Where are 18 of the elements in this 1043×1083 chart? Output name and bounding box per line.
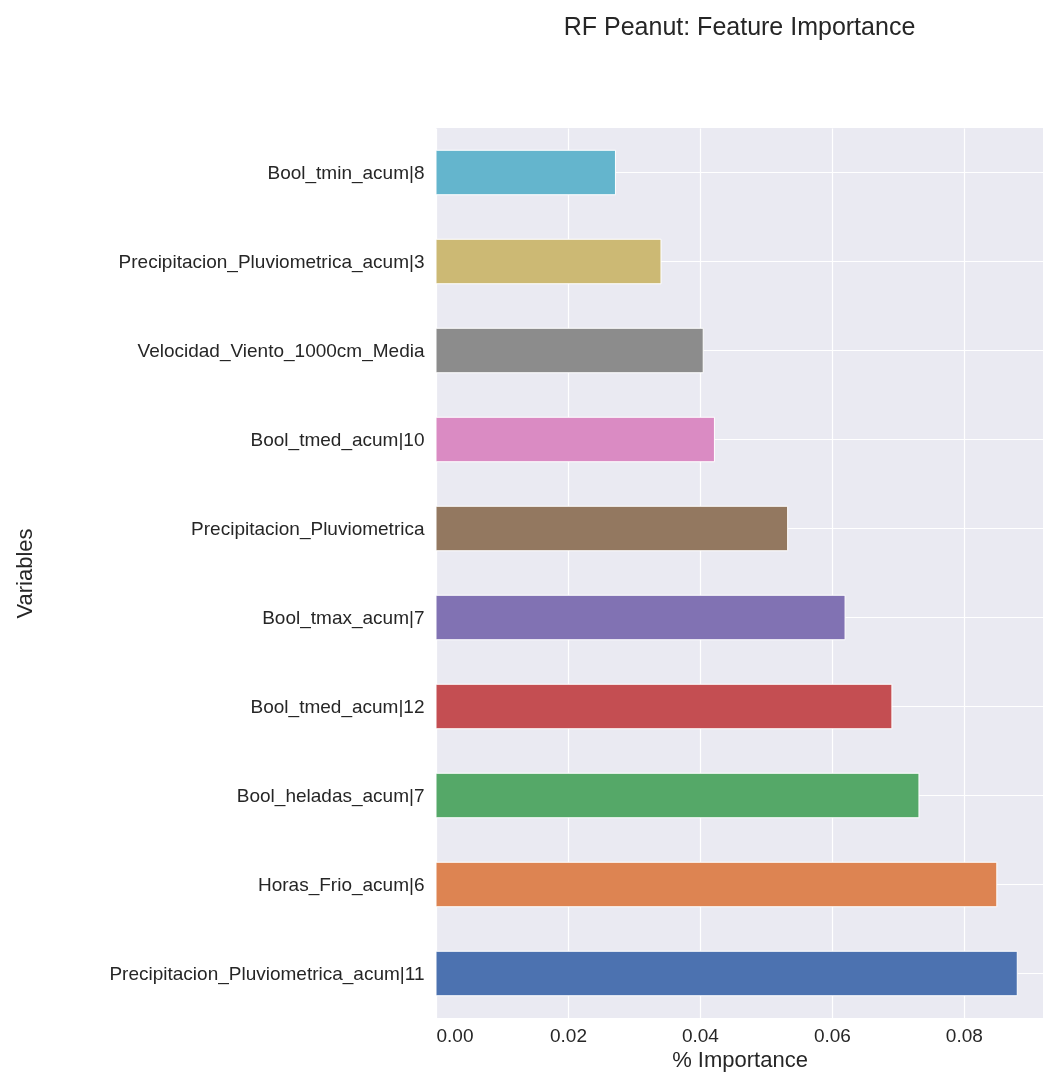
y-tick-label: Bool_tmin_acum|8 — [267, 161, 425, 184]
y-axis-title: Variables — [11, 528, 37, 619]
x-tick-label: 0.02 — [549, 1024, 587, 1046]
y-tick-label: Bool_heladas_acum|7 — [236, 784, 425, 807]
x-tick-label: 0.08 — [945, 1024, 983, 1046]
y-tick-label: Velocidad_Viento_1000cm_Media — [137, 339, 425, 362]
y-tick-label: Precipitacion_Pluviometrica_acum|3 — [118, 250, 425, 273]
y-tick-label: Precipitacion_Pluviometrica_acum|11 — [109, 962, 425, 985]
x-tick-label: 0.06 — [813, 1024, 851, 1046]
y-tick-label: Bool_tmed_acum|12 — [250, 695, 425, 718]
y-tick-label: Bool_tmax_acum|7 — [262, 606, 425, 629]
y-tick-label: Precipitacion_Pluviometrica — [191, 517, 425, 540]
x-axis-title: % Importance — [672, 1046, 808, 1072]
y-tick-label: Bool_tmed_acum|10 — [250, 428, 425, 451]
chart-title: RF Peanut: Feature Importance — [563, 12, 916, 40]
y-tick-label: Horas_Frio_acum|6 — [257, 873, 425, 896]
x-tick-label: 0.04 — [681, 1024, 720, 1046]
x-tick-label: 0.00 — [436, 1024, 474, 1046]
